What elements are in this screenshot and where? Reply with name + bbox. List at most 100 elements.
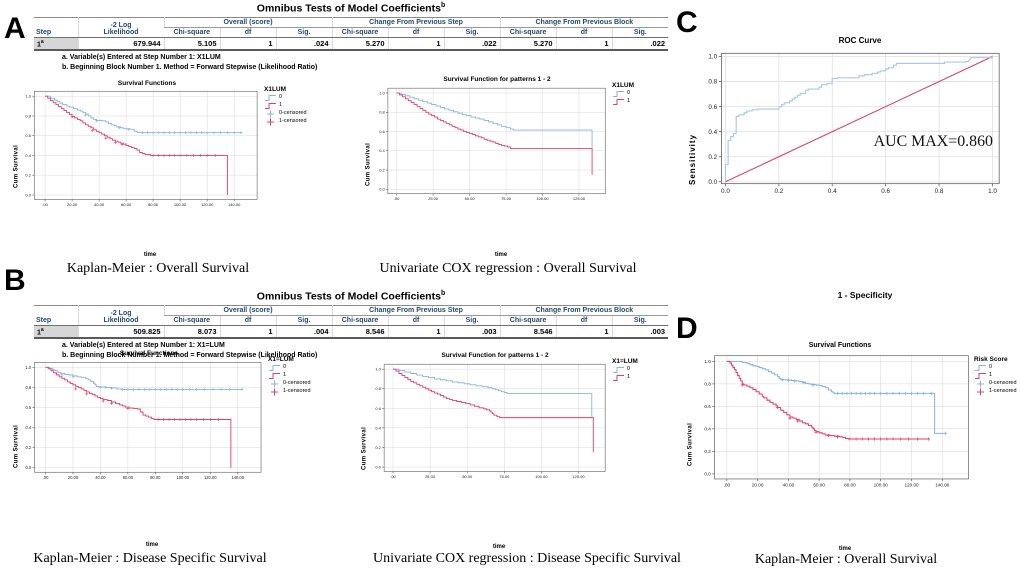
censor-mark	[225, 131, 229, 135]
legend-title: X1LUM	[612, 82, 635, 89]
legend-item: 0	[264, 94, 348, 102]
chart-title: Survival Function for patterns 1 - 2	[441, 352, 549, 359]
censor-mark	[929, 391, 934, 396]
censor-mark	[211, 387, 215, 391]
censor-mark	[120, 387, 124, 391]
series-1-line	[396, 92, 593, 175]
censor-mark	[792, 379, 797, 383]
legend-line-swatch	[613, 367, 624, 373]
censor-mark	[178, 131, 182, 135]
svg-text:80.00: 80.00	[150, 475, 161, 480]
censor-mark	[848, 437, 852, 441]
auc-annotation: AUC MAX=0.860	[874, 133, 993, 150]
svg-text:140.00: 140.00	[231, 475, 244, 480]
censor-mark	[185, 153, 189, 157]
legend-line-swatch	[975, 365, 986, 371]
censor-mark	[74, 387, 78, 391]
plot-area: 0.0 0.2 0.4 0.6 0.8 1.0 0.0 0.2 0.4 0.6 0.8 1.0 AUC …	[708, 52, 1000, 195]
cell-value: 1	[387, 37, 445, 51]
cell-value: 1	[555, 325, 613, 339]
censor-mark	[146, 131, 150, 135]
series-0-line	[393, 368, 593, 418]
svg-text:1.0: 1.0	[379, 90, 385, 95]
svg-text:0.8: 0.8	[375, 386, 381, 391]
censor-mark	[188, 387, 192, 391]
censor-mark	[216, 418, 220, 421]
censor-mark	[153, 387, 157, 391]
svg-text:0.2: 0.2	[704, 449, 711, 454]
chart-title: ROC Curve	[838, 36, 882, 45]
chart-title: Survival Functions	[117, 80, 177, 87]
col-chisq: Chi-square	[499, 315, 557, 326]
legend-line-swatch	[265, 103, 276, 109]
caption-km-disease-specific: Kaplan-Meier : Disease Specific Survival	[33, 551, 267, 566]
km-risk-score-chart: Survival Functions Cum Survival .00 20.00…	[686, 342, 1020, 554]
censor-mark	[899, 437, 903, 441]
svg-text:0.4: 0.4	[828, 188, 837, 195]
group-overall: Overall (score)	[163, 305, 333, 316]
cell-value: 1	[555, 37, 613, 51]
legend-title: X1=LUM	[612, 358, 638, 365]
col-chisq: Chi-square	[499, 27, 557, 38]
legend-item-label: 0	[989, 364, 993, 371]
caption-km-risk-score: Kaplan-Meier : Overall Survival	[754, 552, 938, 567]
cell-step: 1a	[34, 325, 78, 339]
censor-mark	[926, 437, 931, 441]
svg-text:1.0: 1.0	[704, 359, 711, 364]
censor-mark	[868, 391, 872, 396]
svg-text:0.4: 0.4	[704, 426, 711, 431]
censor-mark	[775, 405, 780, 410]
svg-text:25.00: 25.00	[428, 196, 439, 201]
legend-item: 1	[264, 102, 348, 110]
svg-text:0.2: 0.2	[379, 167, 385, 172]
svg-text:0.2: 0.2	[25, 173, 31, 178]
svg-text:0.2: 0.2	[25, 445, 31, 450]
col-df: df	[219, 315, 276, 326]
censor-mark	[840, 391, 844, 396]
legend-line-swatch	[975, 373, 986, 379]
x-axis-label: time	[838, 546, 852, 552]
col-df: df	[555, 315, 613, 326]
legend-plus-swatch	[267, 110, 274, 118]
legend-line-swatch	[613, 91, 624, 97]
censor-mark	[826, 433, 831, 438]
svg-text:0.4: 0.4	[25, 153, 31, 158]
svg-text:1.0: 1.0	[25, 94, 31, 99]
legend-item: 1	[974, 372, 1020, 380]
censor-mark	[151, 131, 155, 135]
svg-text:0.0: 0.0	[25, 465, 31, 470]
svg-text:140.00: 140.00	[935, 482, 950, 487]
censor-mark	[127, 127, 131, 131]
plot-area: .00 25.00 50.00 75.00 100.00 125.00 0.0 0.2 0.4 0…	[375, 363, 606, 479]
censor-mark	[198, 153, 202, 157]
legend: Risk Score 0 1 0-censored 1-censored	[974, 356, 1020, 396]
svg-text:100.00: 100.00	[174, 202, 187, 207]
censor-mark	[167, 153, 171, 157]
svg-text:.00: .00	[43, 475, 49, 480]
censor-mark	[212, 131, 216, 135]
censor-mark	[854, 437, 858, 441]
censor-mark	[167, 418, 171, 421]
svg-text:100.00: 100.00	[536, 196, 549, 201]
legend-plus-swatch	[977, 388, 984, 396]
svg-text:120.00: 120.00	[904, 482, 919, 487]
svg-text:60.00: 60.00	[813, 482, 825, 487]
svg-text:75.00: 75.00	[499, 474, 510, 479]
censor-mark	[117, 126, 121, 130]
svg-text:50.00: 50.00	[462, 474, 473, 479]
series-1-line	[45, 95, 228, 195]
km-overall-survival-chart: Survival Functions Cum Survival .00 20.00…	[12, 80, 348, 260]
cox-disease-specific-chart: Survival Function for patterns 1 - 2 Cum…	[360, 352, 668, 552]
legend-item: 0	[612, 366, 668, 374]
censor-mark	[151, 153, 155, 157]
censor-mark	[239, 131, 243, 135]
legend-item-label: 0-censored	[279, 110, 307, 117]
censor-mark	[201, 418, 205, 421]
legend-item: 1	[612, 374, 668, 382]
svg-text:60.00: 60.00	[123, 475, 134, 480]
censor-mark	[240, 387, 244, 391]
censor-mark	[194, 131, 198, 135]
legend-item-label: 0	[627, 90, 631, 97]
legend-plus-swatch	[271, 380, 278, 388]
footnote-a: a. Variable(s) Entered at Step Number 1:…	[62, 341, 225, 349]
